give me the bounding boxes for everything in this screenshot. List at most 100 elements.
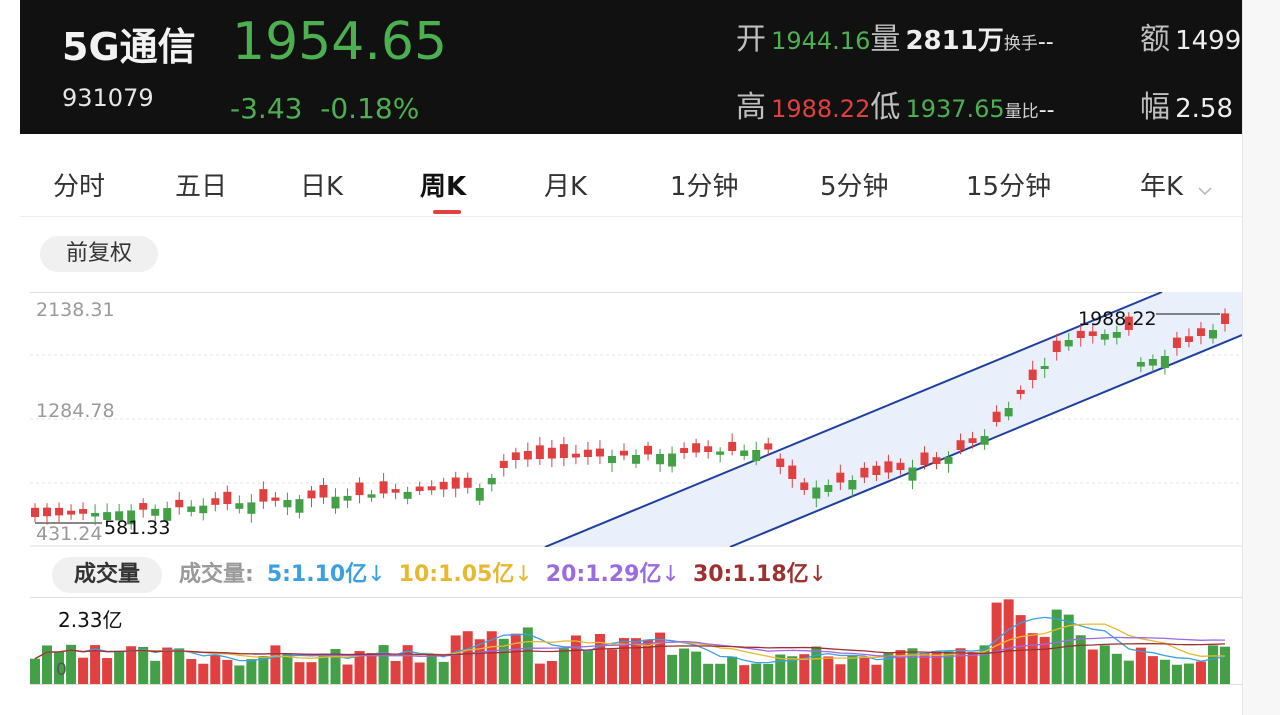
volume-bar xyxy=(1183,663,1194,684)
open-row: 开 1944.16量 2811万换手-- xyxy=(736,14,1054,58)
candle-body xyxy=(559,444,568,458)
volume-bar xyxy=(450,635,461,684)
adjust-button[interactable]: 前复权 xyxy=(40,236,158,272)
volume-bar xyxy=(510,633,521,684)
amount-value: 1499 xyxy=(1175,26,1242,56)
tab-monthly-k[interactable]: 月K xyxy=(544,172,588,202)
candle-body xyxy=(860,467,869,478)
candle-body xyxy=(884,461,893,473)
candle-body xyxy=(115,511,124,521)
candle-body xyxy=(427,486,436,491)
volume-bar xyxy=(739,665,750,684)
volume-bar xyxy=(378,645,389,684)
candle-body xyxy=(79,509,88,514)
tab-5min[interactable]: 5分钟 xyxy=(820,172,889,202)
tab-yearly-k[interactable]: 年K xyxy=(1140,166,1213,203)
change-percent: -0.18% xyxy=(320,92,420,125)
volume-bar xyxy=(162,647,173,684)
volume-bar xyxy=(174,648,185,684)
min-price-annotation: 581.33 xyxy=(104,517,171,539)
volume-bar xyxy=(727,656,738,684)
volume-bar xyxy=(342,664,353,684)
volume-bar xyxy=(931,650,942,684)
low-label: 低 xyxy=(870,90,901,125)
candle-body xyxy=(812,487,821,499)
volume-bar xyxy=(258,656,269,684)
candle-body xyxy=(776,458,785,467)
volume-label: 量 xyxy=(870,22,901,57)
volume-bar xyxy=(474,639,485,684)
candle-body xyxy=(403,491,412,499)
candle-body xyxy=(1100,334,1109,340)
volume-bar xyxy=(126,646,137,684)
candle-body xyxy=(175,499,184,508)
candle-body xyxy=(307,490,316,499)
volume-bar xyxy=(955,648,966,684)
candle-body xyxy=(271,497,280,501)
volume-bar xyxy=(54,651,65,684)
low-value: 1937.65 xyxy=(905,95,1005,123)
tab-yearly-k-label: 年K xyxy=(1140,172,1184,202)
volume-bar xyxy=(234,665,245,684)
candle-body xyxy=(1196,328,1205,336)
volume-value: 2811万 xyxy=(905,26,1004,56)
candle-body xyxy=(211,498,220,505)
candle-body xyxy=(139,503,148,510)
amp-row: 幅 2.58 xyxy=(1140,82,1233,126)
volume-bar xyxy=(198,663,209,684)
volume-bar xyxy=(1075,635,1086,684)
index-code: 931079 xyxy=(62,84,154,112)
candle-body xyxy=(571,453,580,458)
volume-ma30: 30:1.18亿 xyxy=(692,562,809,587)
tab-1min[interactable]: 1分钟 xyxy=(670,172,739,202)
volume-bar xyxy=(943,651,954,684)
candle-body xyxy=(740,450,749,456)
volume-bar xyxy=(30,658,40,684)
volume-bar xyxy=(835,664,846,684)
volume-bar xyxy=(811,646,822,684)
volume-bar xyxy=(1027,633,1038,684)
volume-bar xyxy=(1015,615,1026,684)
volratio-label: 量比 xyxy=(1004,102,1039,122)
candle-body xyxy=(319,484,328,498)
volume-bar xyxy=(402,645,413,684)
candle-body xyxy=(716,451,725,455)
last-price: 1954.65 xyxy=(232,12,448,72)
kline-chart[interactable] xyxy=(30,292,1242,547)
candle-body xyxy=(932,457,941,464)
volume-bar xyxy=(294,662,305,684)
high-low-row: 高 1988.22低 1937.65量比-- xyxy=(736,82,1055,126)
volume-bar xyxy=(150,660,161,684)
candle-body xyxy=(752,450,761,462)
volume-title-button[interactable]: 成交量 xyxy=(52,557,163,593)
candle-body xyxy=(980,436,989,445)
volume-chart[interactable] xyxy=(30,597,1242,685)
candle-body xyxy=(331,496,340,509)
candle-body xyxy=(764,443,773,450)
tab-five-day[interactable]: 五日 xyxy=(175,172,228,202)
volume-bar xyxy=(631,638,642,684)
tab-15min[interactable]: 15分钟 xyxy=(966,172,1052,202)
candle-body xyxy=(956,440,965,450)
candle-body xyxy=(547,447,556,459)
volume-bar xyxy=(979,645,990,684)
volume-bar xyxy=(895,650,906,684)
tab-weekly-k[interactable]: 周K xyxy=(420,172,467,202)
candle-body xyxy=(247,502,256,514)
volume-bar xyxy=(390,660,401,684)
candle-body xyxy=(103,512,112,521)
tab-intraday[interactable]: 分时 xyxy=(53,172,106,202)
high-value: 1988.22 xyxy=(771,95,871,123)
volume-max-label: 2.33亿 xyxy=(58,608,123,632)
tab-daily-k[interactable]: 日K xyxy=(300,172,344,202)
amp-value: 2.58 xyxy=(1175,94,1233,124)
amp-label: 幅 xyxy=(1140,90,1170,125)
candle-body xyxy=(343,495,352,501)
volume-bar xyxy=(1051,609,1062,684)
candle-body xyxy=(355,482,364,496)
volume-bar xyxy=(787,656,798,684)
volume-bar xyxy=(1087,649,1098,684)
volume-bar xyxy=(1195,661,1206,684)
candle-body xyxy=(1076,330,1085,338)
candle-body xyxy=(1148,359,1157,366)
